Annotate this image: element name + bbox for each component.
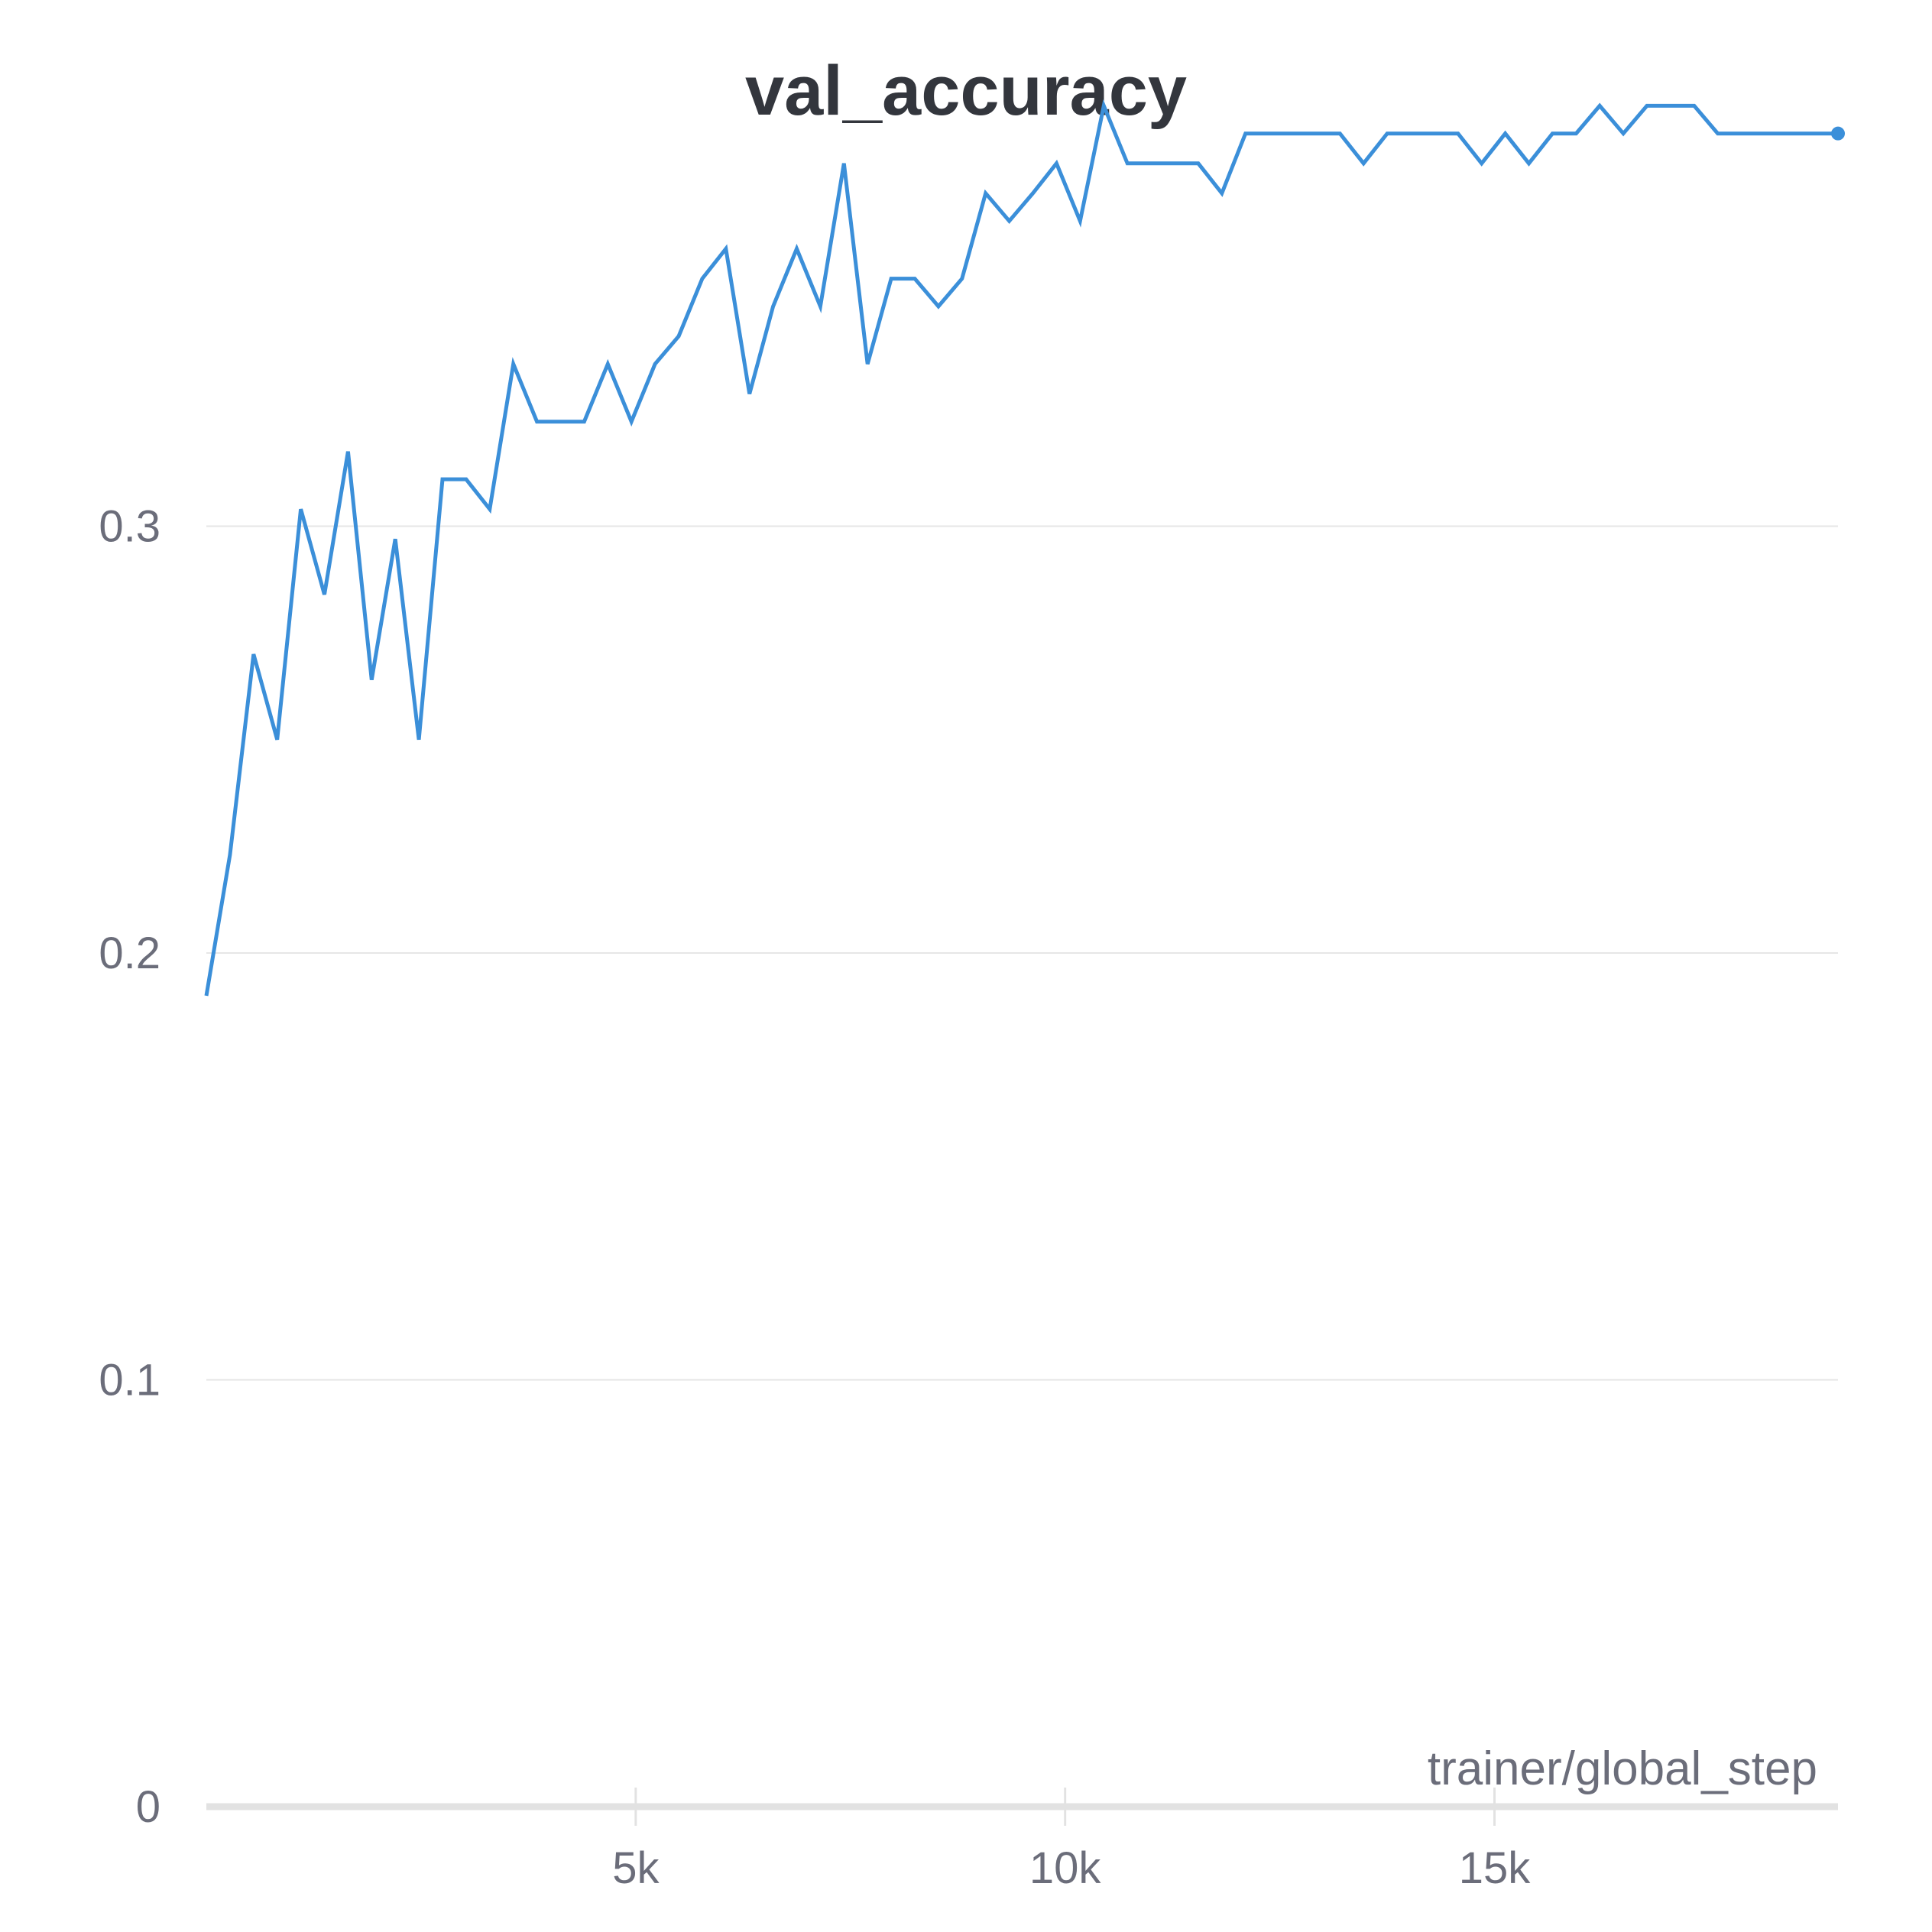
x-tick-label: 15k <box>1459 1843 1532 1893</box>
series-layer <box>206 105 1845 996</box>
x-tick-label: 5k <box>612 1843 660 1893</box>
gridlines <box>206 527 1838 1380</box>
series-endpoint-marker <box>1831 127 1845 141</box>
y-tick-label: 0.3 <box>99 502 160 552</box>
series-line <box>206 105 1838 996</box>
y-tick-label: 0 <box>136 1782 160 1832</box>
x-tick-label: 10k <box>1029 1843 1102 1893</box>
y-axis-ticks: 0 0.1 0.2 0.3 <box>99 502 160 1833</box>
chart-title: val_accuracy <box>745 52 1187 130</box>
y-tick-label: 0.2 <box>99 929 160 978</box>
x-axis-label: trainer/global_step <box>1428 1742 1817 1795</box>
y-tick-label: 0.1 <box>99 1356 160 1405</box>
